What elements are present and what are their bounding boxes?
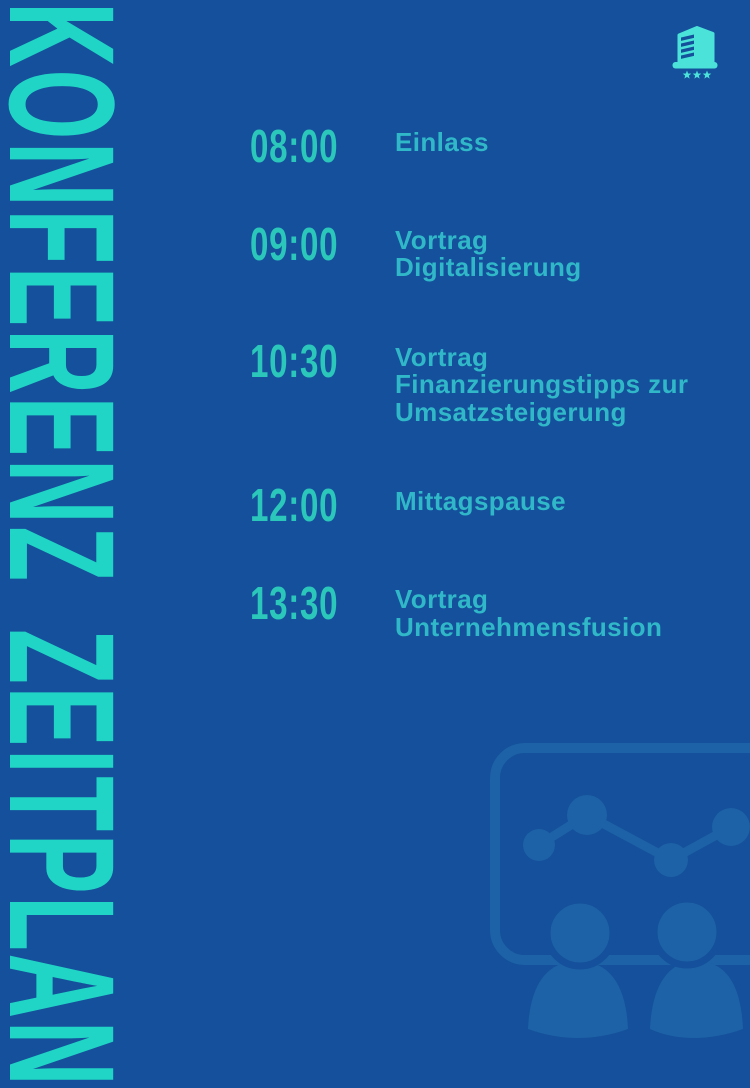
- schedule-row: 08:00 Einlass: [250, 120, 720, 172]
- poster-vertical-title: KONFERENZ ZEITPLAN: [0, 2, 146, 1088]
- hotel-building-icon: [672, 26, 718, 79]
- schedule-row: 09:00 Vortrag Digitalisierung: [250, 217, 720, 283]
- event-title: Mittagspause: [395, 486, 566, 517]
- schedule-row: 13:30 Vortrag Unternehmensfusion: [250, 577, 720, 642]
- event-title: Einlass: [395, 127, 489, 157]
- audience-person-icon: [528, 896, 628, 1038]
- event-time: 09:00: [250, 217, 339, 270]
- line-chart-icon: [523, 795, 750, 877]
- building-window-stripes: [681, 34, 694, 59]
- event-title: Vortrag Unternehmensfusion: [395, 584, 663, 642]
- event-title: Vortrag Finanzierungstipps zur Umsatzste…: [395, 341, 689, 427]
- schedule-row: 10:30 Vortrag Finanzierungstipps zur Ums…: [250, 334, 720, 427]
- event-time: 10:30: [250, 334, 339, 387]
- event-time: 13:30: [250, 577, 339, 630]
- presentation-audience-graphic: [490, 743, 750, 1038]
- event-time: 12:00: [250, 479, 339, 532]
- schedule-row: 12:00 Mittagspause: [250, 479, 720, 532]
- schedule-list: 08:00 Einlass 09:00 Vortrag Digitalisier…: [250, 120, 720, 702]
- presentation-board-icon: [490, 743, 750, 965]
- event-time: 08:00: [250, 120, 339, 172]
- event-title: Vortrag Digitalisierung: [395, 224, 582, 283]
- audience-person-icon: [650, 895, 743, 1038]
